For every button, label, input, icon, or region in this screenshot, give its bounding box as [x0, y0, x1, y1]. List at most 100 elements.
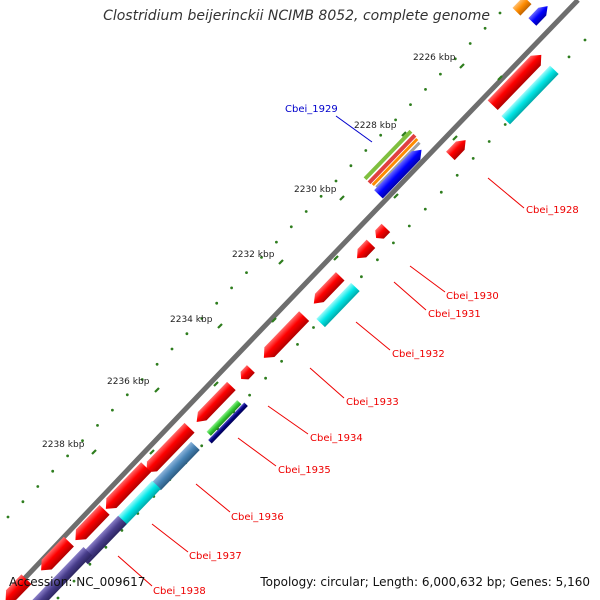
gene-arrow — [528, 6, 548, 26]
inner-tick-mark — [271, 317, 277, 323]
gene-label: Cbei_1930 — [446, 291, 499, 302]
inner-tick-dot — [376, 258, 379, 262]
gene-label: Cbei_1931 — [428, 309, 481, 320]
gene-label: Cbei_1936 — [231, 512, 284, 523]
gene-arrow — [113, 480, 161, 530]
kbp-tick-mark — [401, 131, 407, 137]
outer-tick-dot — [483, 26, 487, 30]
gene-arrow — [371, 137, 419, 187]
kbp-tick-label: 2230 kbp — [294, 185, 337, 195]
callout-line — [393, 281, 427, 311]
outer-tick-dot — [245, 271, 248, 274]
callout-line — [195, 483, 231, 513]
gene-arrow — [208, 402, 248, 444]
kbp-tick-mark — [278, 259, 284, 265]
gene-arrow — [512, 0, 532, 16]
inner-tick-dot — [360, 275, 363, 279]
gene-label: Cbei_1934 — [310, 433, 363, 444]
gene-label: Cbei_1935 — [278, 465, 331, 476]
gene-arrow — [375, 141, 421, 189]
callout-line — [309, 367, 345, 399]
outer-tick-dot — [36, 485, 40, 488]
inner-tick-mark — [393, 193, 399, 199]
outer-tick-dot — [66, 454, 69, 458]
gene-arrow — [79, 515, 127, 565]
gene-label: Cbei_1929 — [285, 104, 338, 115]
outer-tick-dot — [409, 103, 412, 106]
outer-tick-dot — [81, 439, 84, 442]
inner-tick-dot — [392, 241, 395, 245]
gene-label: Cbei_1933 — [346, 397, 399, 408]
outer-tick-dot — [334, 179, 338, 183]
inner-tick-mark — [452, 135, 458, 141]
outer-tick-dot — [155, 362, 159, 366]
genome-backbone — [6, 0, 580, 598]
outer-tick-dot — [468, 42, 472, 45]
gene-arrow — [316, 282, 360, 328]
gene-arrow — [196, 381, 236, 422]
outer-tick-dot — [215, 301, 219, 305]
inner-tick-dot — [248, 393, 252, 397]
callout-line — [267, 405, 309, 435]
outer-tick-dot — [498, 11, 502, 15]
gene-arrow — [501, 65, 559, 125]
inner-tick-dot — [583, 38, 587, 42]
outer-tick-dot — [424, 88, 427, 91]
outer-tick-dot — [394, 118, 397, 122]
gene-arrow — [446, 140, 466, 161]
inner-tick-dot — [88, 562, 92, 566]
gene-callouts: Cbei_1928 Cbei_1929 Cbei_1930 Cbei_1931 Cbei… — [117, 104, 579, 597]
outer-tick-dot — [185, 332, 189, 336]
callout-line — [151, 523, 189, 553]
outer-tick-dot — [304, 210, 308, 213]
kbp-tick-mark — [154, 387, 160, 393]
gene-arrow — [206, 400, 242, 436]
inner-tick-dot — [72, 579, 76, 583]
kbp-ticks: 2226 kbp 2228 kbp 2230 kbp 2232 kbp 2234 kbp… — [42, 53, 503, 523]
inner-tick-dot — [104, 545, 108, 549]
outer-tick-dot — [453, 57, 457, 61]
outer-tick-dot — [379, 133, 383, 137]
inner-tick-mark — [213, 381, 219, 387]
kbp-tick-mark — [91, 449, 97, 455]
inner-tick-dot — [503, 123, 507, 126]
gene-label: Cbei_1937 — [189, 551, 242, 562]
callout-line — [355, 321, 391, 351]
callout-line — [335, 115, 373, 143]
kbp-tick-label: 2234 kbp — [170, 315, 213, 325]
gene-arrow — [105, 462, 152, 509]
accession-label: Accession: NC_009617 — [9, 575, 146, 589]
inner-tick-dot — [455, 173, 459, 177]
outer-tick-dot — [125, 393, 129, 397]
outer-tick-dot — [96, 424, 99, 427]
gene-arrow — [263, 311, 310, 358]
outer-tick-dot — [200, 317, 204, 320]
inner-tick-dot — [264, 376, 267, 380]
outer-tick-dot — [230, 286, 234, 290]
inner-tick-dot — [487, 140, 491, 143]
outer-tick-ring — [6, 11, 502, 519]
gene-features — [5, 0, 559, 600]
gene-label: Cbei_1932 — [392, 349, 445, 360]
gene-arrow — [487, 54, 542, 111]
kbp-tick-label: 2232 kbp — [232, 250, 275, 260]
gene-arrow — [367, 133, 417, 185]
kbp-tick-mark — [339, 195, 345, 201]
outer-tick-dot — [364, 149, 368, 152]
outer-tick-dot — [260, 256, 263, 259]
kbp-tick-mark — [217, 323, 223, 329]
gene-arrow — [146, 422, 195, 473]
inner-tick-mark — [497, 75, 503, 81]
gene-label: Cbei_1928 — [526, 205, 579, 216]
gene-arrow — [75, 505, 110, 541]
outer-tick-dot — [319, 194, 323, 198]
outer-tick-dot — [289, 225, 293, 229]
gene-arrow — [41, 536, 74, 571]
inner-tick-dot — [280, 359, 283, 363]
gene-arrow — [27, 547, 93, 600]
callout-line — [487, 177, 525, 209]
gene-arrow — [5, 574, 32, 600]
gene-label: Cbei_1938 — [153, 586, 206, 597]
callout-line — [237, 437, 277, 467]
